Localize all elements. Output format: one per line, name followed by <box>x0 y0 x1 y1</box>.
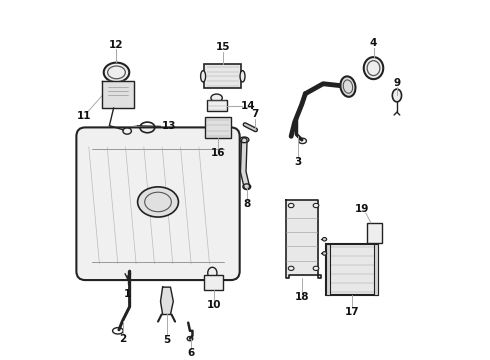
Text: 14: 14 <box>241 101 256 111</box>
Polygon shape <box>286 200 321 278</box>
FancyBboxPatch shape <box>326 244 378 295</box>
Text: 13: 13 <box>161 121 176 131</box>
Text: 19: 19 <box>355 204 369 214</box>
Text: 2: 2 <box>119 334 126 345</box>
FancyBboxPatch shape <box>205 117 231 138</box>
Text: 9: 9 <box>393 78 400 88</box>
Ellipse shape <box>364 57 383 79</box>
Text: 16: 16 <box>211 148 225 158</box>
Text: 7: 7 <box>251 109 259 119</box>
FancyBboxPatch shape <box>204 64 242 88</box>
Text: 8: 8 <box>243 199 250 210</box>
Text: 3: 3 <box>294 157 302 167</box>
Text: 6: 6 <box>187 348 195 358</box>
Text: 10: 10 <box>206 300 221 310</box>
Ellipse shape <box>341 76 356 97</box>
Polygon shape <box>161 287 173 315</box>
FancyBboxPatch shape <box>207 100 227 112</box>
Ellipse shape <box>200 71 206 82</box>
Ellipse shape <box>288 266 294 270</box>
Ellipse shape <box>322 252 327 255</box>
Text: 18: 18 <box>294 292 309 302</box>
Text: 15: 15 <box>216 42 230 52</box>
Text: 12: 12 <box>109 40 124 50</box>
Ellipse shape <box>138 187 178 217</box>
Text: 4: 4 <box>370 38 377 48</box>
Polygon shape <box>102 81 134 108</box>
Ellipse shape <box>313 266 319 270</box>
Ellipse shape <box>313 203 319 208</box>
FancyBboxPatch shape <box>76 127 240 280</box>
Text: 1: 1 <box>124 289 131 299</box>
Ellipse shape <box>208 267 217 279</box>
Text: 17: 17 <box>345 307 360 318</box>
FancyBboxPatch shape <box>368 223 382 243</box>
Text: 11: 11 <box>77 111 92 121</box>
FancyBboxPatch shape <box>326 244 330 295</box>
FancyBboxPatch shape <box>374 244 378 295</box>
Ellipse shape <box>392 89 401 102</box>
Ellipse shape <box>322 238 327 241</box>
Ellipse shape <box>104 63 129 82</box>
Ellipse shape <box>240 71 245 82</box>
Ellipse shape <box>288 203 294 208</box>
FancyBboxPatch shape <box>204 275 222 290</box>
Ellipse shape <box>211 94 222 102</box>
Text: 5: 5 <box>163 335 171 345</box>
